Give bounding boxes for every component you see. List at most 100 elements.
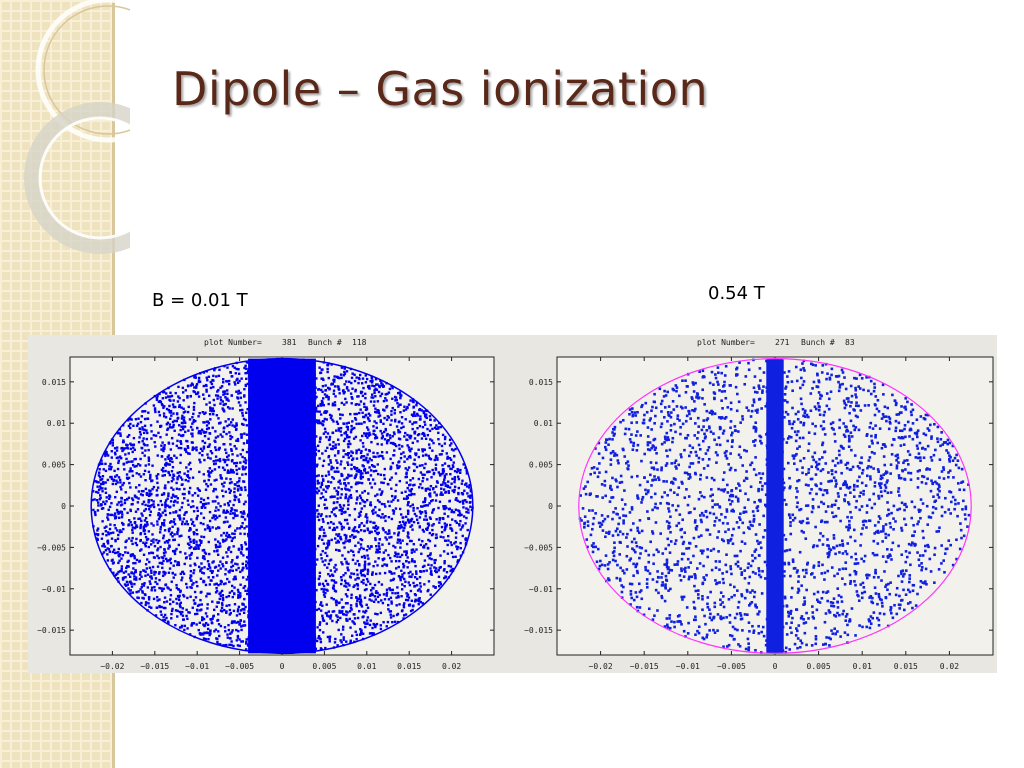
particle <box>142 489 145 493</box>
particle <box>318 537 321 540</box>
particle <box>371 396 375 399</box>
particle <box>143 582 146 585</box>
particle <box>395 444 398 448</box>
particle <box>144 503 147 507</box>
particle <box>465 516 468 520</box>
particle <box>331 404 335 407</box>
particle <box>409 450 412 453</box>
particle <box>436 427 440 430</box>
particle <box>119 569 122 573</box>
particle <box>360 422 363 425</box>
x-tick-label: 0.01 <box>357 662 376 671</box>
particle <box>319 601 323 604</box>
particle <box>392 498 395 502</box>
particle <box>237 596 240 599</box>
particle <box>331 528 335 532</box>
particle <box>343 533 346 537</box>
particle <box>159 545 162 549</box>
particle <box>240 543 243 547</box>
particle <box>156 523 159 526</box>
particle <box>123 583 127 586</box>
particle <box>228 407 231 410</box>
particle <box>222 485 225 488</box>
particle <box>412 462 415 466</box>
particle <box>336 422 340 426</box>
particle <box>360 580 363 584</box>
particle <box>338 376 341 380</box>
particle <box>400 569 403 572</box>
particle <box>153 585 156 589</box>
particle <box>177 395 180 398</box>
particle <box>239 409 242 412</box>
particle <box>192 569 196 572</box>
particle <box>148 560 151 564</box>
particle <box>238 379 241 383</box>
particle <box>246 547 250 550</box>
particle <box>403 571 406 575</box>
particle <box>384 549 387 552</box>
particle <box>101 462 104 466</box>
particle <box>234 562 237 565</box>
particle <box>241 414 245 417</box>
particle <box>226 633 229 636</box>
particle <box>363 574 367 578</box>
particle <box>219 398 223 402</box>
particle <box>374 383 378 386</box>
particle <box>412 604 415 607</box>
particle <box>429 423 432 427</box>
particle <box>176 532 179 536</box>
particle <box>350 496 353 499</box>
particle <box>321 452 324 455</box>
particle <box>339 496 342 499</box>
particle <box>244 401 247 404</box>
particle <box>418 526 421 529</box>
particle <box>214 538 217 541</box>
particle <box>434 456 438 459</box>
particle <box>227 487 231 491</box>
particle <box>413 463 417 466</box>
particle <box>375 590 378 593</box>
particle <box>445 570 449 574</box>
particle <box>443 568 446 571</box>
particle <box>319 421 322 424</box>
particle <box>186 394 189 398</box>
particle <box>214 628 218 631</box>
particle <box>237 566 240 570</box>
particle <box>390 535 393 539</box>
particle <box>408 575 411 578</box>
particle <box>193 401 196 405</box>
particle <box>317 504 321 507</box>
particle <box>241 473 244 476</box>
particle <box>326 386 330 390</box>
particle <box>239 511 243 514</box>
particle <box>362 610 365 613</box>
particle <box>410 447 413 450</box>
particle <box>113 451 117 455</box>
particle <box>149 424 153 427</box>
particle <box>178 471 182 474</box>
particle <box>110 465 113 469</box>
particle <box>241 408 244 412</box>
particle <box>332 440 335 444</box>
particle <box>211 378 214 382</box>
particle <box>346 461 349 464</box>
particle <box>447 507 451 511</box>
particle <box>355 568 359 572</box>
particle <box>125 580 129 584</box>
particle <box>321 401 324 405</box>
particle <box>244 466 247 469</box>
particle <box>229 535 232 539</box>
particle <box>354 403 358 406</box>
particle <box>214 446 217 449</box>
particle <box>219 476 223 479</box>
particle <box>151 565 155 569</box>
particle <box>412 581 415 585</box>
particle <box>229 477 232 481</box>
particle <box>169 602 172 606</box>
particle <box>429 438 432 441</box>
particle <box>179 428 182 432</box>
particle <box>240 488 243 492</box>
particle <box>372 425 375 428</box>
particle <box>418 408 422 411</box>
particle <box>451 464 455 467</box>
